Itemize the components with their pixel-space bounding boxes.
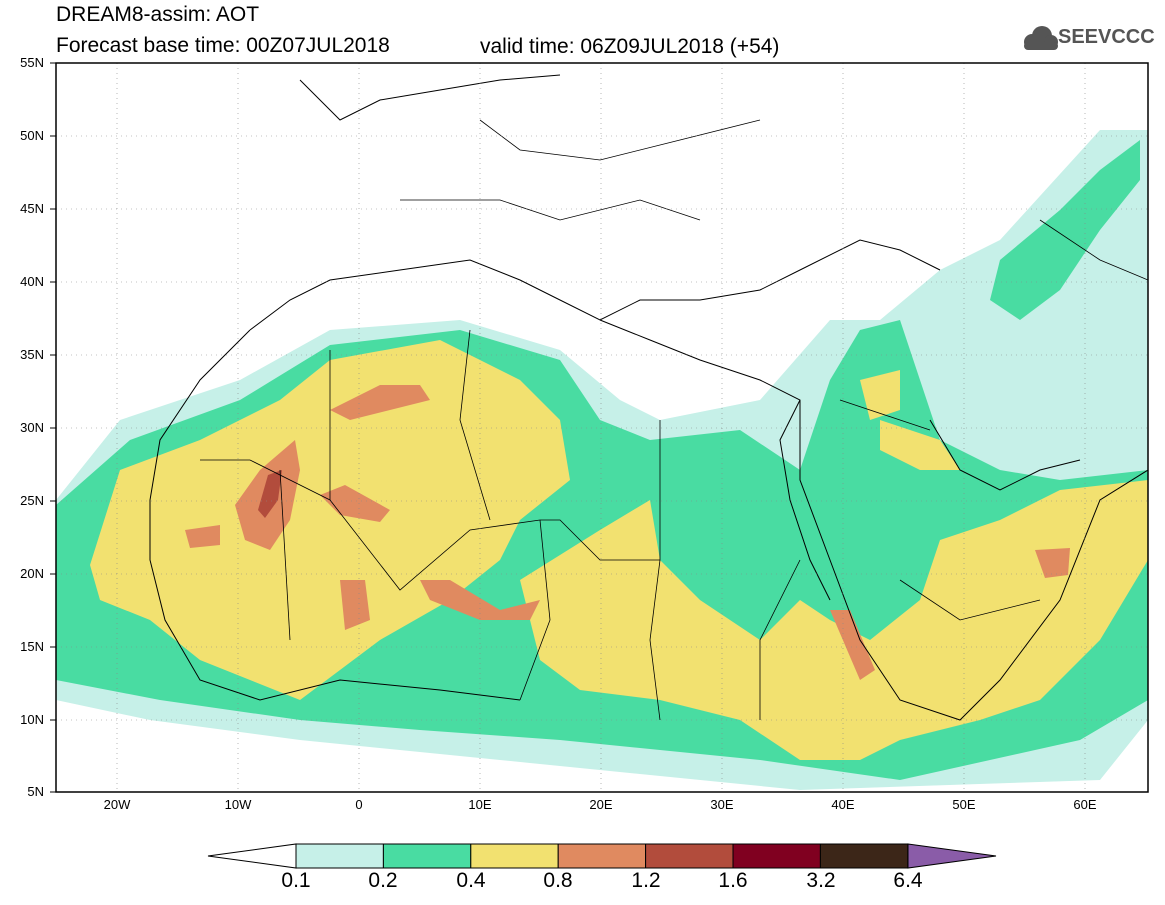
axis-ticks: [50, 62, 56, 793]
lon-label: 30E: [710, 797, 734, 812]
seevccc-logo: SEEVCCC: [1058, 26, 1155, 48]
colorbar-upper-arrow: [907, 843, 997, 869]
aot-contour-0-8-h: [830, 610, 875, 680]
aot-contour-0-8-a: [330, 385, 430, 420]
lat-label: 50N: [20, 128, 44, 143]
colorbar-swatch: [557, 843, 647, 869]
colorbar-swatch: [645, 843, 734, 869]
lat-label: 45N: [20, 201, 44, 216]
aot-contour-0-8-g: [1035, 548, 1070, 578]
lon-label: 10E: [468, 797, 492, 812]
lon-label: 20E: [589, 797, 613, 812]
colorbar-label: 0.1: [281, 869, 311, 892]
lon-label: 40E: [831, 797, 855, 812]
lat-label: 30N: [20, 420, 44, 435]
valid-time: valid time: 06Z09JUL2018 (+54): [480, 35, 780, 58]
colorbar-swatch: [295, 843, 384, 869]
colorbar-label: 1.6: [718, 869, 748, 892]
graticule: [56, 63, 1148, 792]
aot-contour-0-4-gulf: [880, 420, 960, 470]
lat-label: 15N: [20, 639, 44, 654]
aot-contour-0-4-arabia: [860, 370, 900, 420]
lat-label: 25N: [20, 493, 44, 508]
lat-label: 40N: [20, 274, 44, 289]
colorbar-swatch: [470, 843, 559, 869]
lon-label: 60E: [1073, 797, 1097, 812]
lat-label: 55N: [20, 55, 44, 70]
aot-contour-0-8-c: [320, 485, 390, 522]
aot-contour-0-8-d: [420, 580, 540, 620]
colorbar-label: 0.8: [543, 869, 573, 892]
forecast-base-time: Forecast base time: 00Z07JUL2018: [56, 34, 390, 57]
aot-contour-0-8-f: [185, 525, 220, 548]
country-borders: [200, 119, 1148, 721]
colorbar-swatch: [819, 843, 909, 869]
lon-label: 20W: [103, 797, 131, 812]
lat-label: 35N: [20, 347, 44, 362]
aot-contour-0-4: [90, 340, 570, 700]
colorbar-label: 6.4: [893, 869, 923, 892]
aot-contour-1-2: [258, 470, 282, 518]
lon-label: 10W: [224, 797, 252, 812]
lon-label: 0: [355, 797, 363, 812]
colorbar-swatch: [382, 843, 472, 869]
lat-label: 5N: [27, 784, 44, 799]
cloud-icon: [1024, 26, 1058, 50]
aot-contour-0-8-e: [340, 580, 370, 630]
colorbar-label: 1.2: [631, 869, 661, 892]
lon-label: 50E: [952, 797, 976, 812]
aot-contour-0-4-east: [520, 480, 1148, 760]
colorbar-label: 3.2: [806, 869, 836, 892]
map-title: DREAM8-assim: AOT: [56, 3, 260, 26]
colorbar-label: 0.4: [456, 869, 486, 892]
lat-label: 10N: [20, 712, 44, 727]
colorbar-lower-arrow: [207, 843, 297, 869]
lat-label: 20N: [20, 566, 44, 581]
colorbar-swatch: [732, 843, 821, 869]
aot-contour-0-2-caspian: [990, 140, 1140, 320]
coastlines: [149, 74, 1148, 721]
colorbar-label: 0.2: [368, 869, 398, 892]
